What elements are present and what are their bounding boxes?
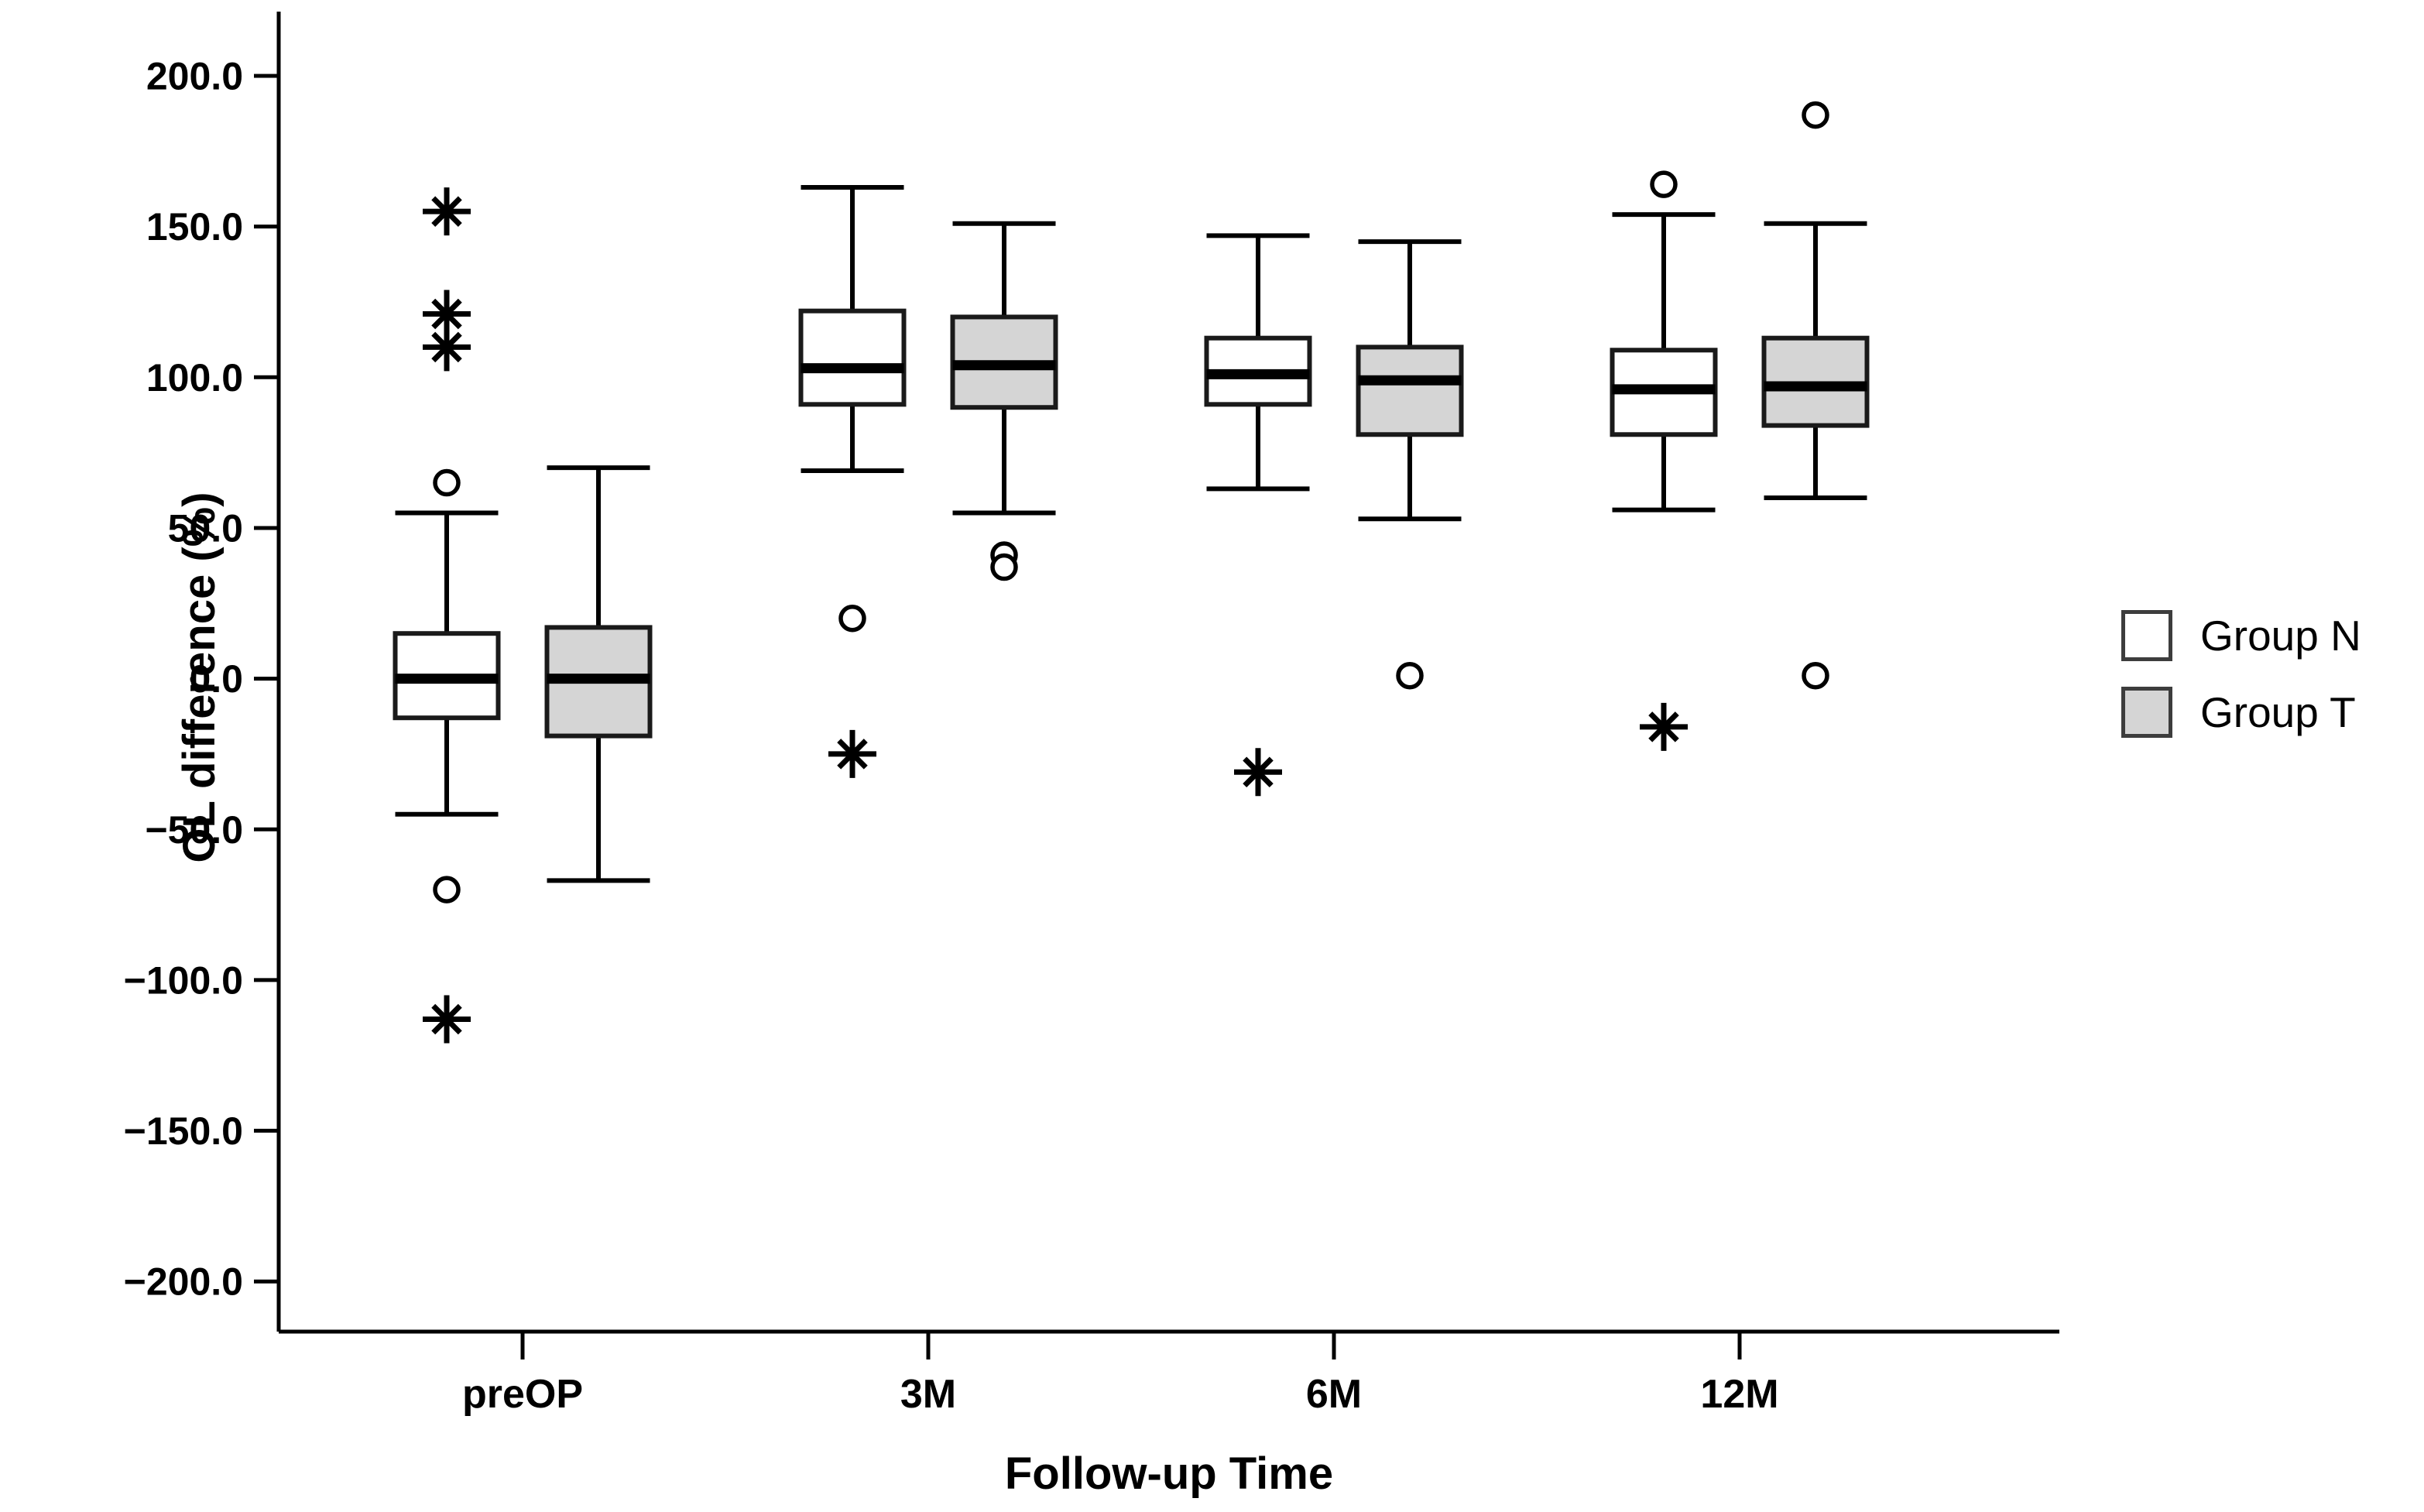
outlier-asterisk-group-n-6M bbox=[1234, 748, 1282, 797]
outlier-asterisk-group-n-preOP bbox=[423, 995, 471, 1044]
x-tick-label-12M: 12M bbox=[1700, 1372, 1778, 1417]
y-tick-label: 50.0 bbox=[168, 506, 243, 550]
outlier-asterisk-group-n-12M bbox=[1640, 702, 1688, 751]
y-tick-label: 150.0 bbox=[146, 205, 243, 249]
legend-item-group-t: Group T bbox=[2121, 687, 2361, 738]
y-tick-label: 200.0 bbox=[146, 55, 243, 98]
legend-swatch-group-t bbox=[2121, 687, 2172, 738]
outlier-circle-group-n-12M bbox=[1650, 170, 1678, 198]
legend-label-group-n: Group N bbox=[2200, 612, 2361, 660]
outlier-asterisk-group-n-preOP bbox=[423, 187, 471, 236]
legend-swatch-group-n bbox=[2121, 610, 2172, 661]
x-tick-label-3M: 3M bbox=[900, 1372, 956, 1417]
outlier-circle-group-n-3M bbox=[838, 604, 866, 633]
y-tick-label: −100.0 bbox=[124, 958, 243, 1002]
outlier-asterisk-group-n-preOP bbox=[423, 323, 471, 372]
outlier-circle-group-t-12M bbox=[1802, 661, 1829, 690]
outlier-circle-group-t-6M bbox=[1396, 661, 1424, 690]
outlier-circle-group-n-preOP bbox=[433, 468, 461, 497]
outlier-circle-group-n-preOP bbox=[433, 876, 461, 903]
y-tick-label: 0.0 bbox=[189, 657, 243, 701]
y-tick-label: −200.0 bbox=[124, 1260, 243, 1304]
y-tick-label: −150.0 bbox=[124, 1109, 243, 1153]
y-axis-title: OL difference (%) bbox=[174, 492, 225, 863]
x-tick-label-preOP: preOP bbox=[462, 1372, 583, 1417]
outlier-asterisk-group-n-preOP bbox=[423, 290, 471, 338]
outlier-circle-group-t-12M bbox=[1802, 101, 1829, 129]
x-axis-title: Follow-up Time bbox=[1004, 1449, 1334, 1499]
x-tick-label-6M: 6M bbox=[1306, 1372, 1362, 1417]
box-group-t-6M bbox=[1356, 345, 1464, 437]
box-group-n-3M bbox=[798, 308, 907, 407]
legend: Group N Group T bbox=[2121, 610, 2361, 738]
outlier-circle-group-t-3M bbox=[990, 553, 1018, 581]
outlier-asterisk-group-n-3M bbox=[828, 729, 876, 778]
y-tick-label: −50.0 bbox=[145, 808, 243, 852]
legend-label-group-t: Group T bbox=[2200, 688, 2356, 736]
legend-item-group-n: Group N bbox=[2121, 610, 2361, 661]
y-tick-label: 100.0 bbox=[146, 356, 243, 399]
